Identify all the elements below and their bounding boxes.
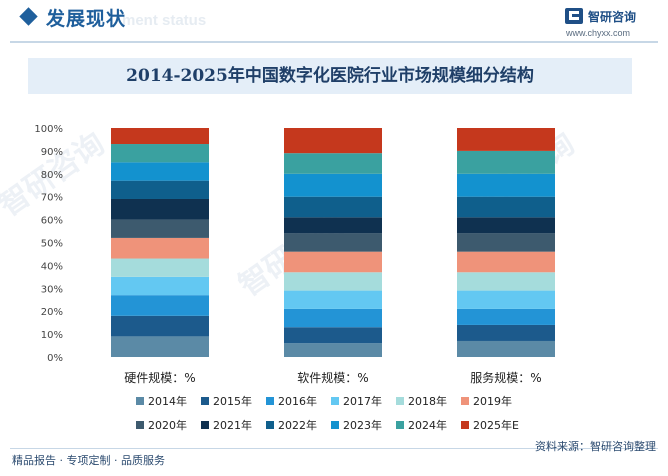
bar-segment [111, 295, 209, 316]
bar-segment [284, 173, 382, 197]
legend-label: 2025年E [473, 418, 519, 432]
bar-segment [457, 272, 555, 291]
legend-label: 2014年 [148, 394, 187, 408]
legend-swatch [396, 397, 404, 405]
bar-segment [457, 308, 555, 325]
legend-label: 2018年 [408, 394, 447, 408]
y-tick-label: 90% [41, 147, 63, 158]
legend-label: 2016年 [278, 394, 317, 408]
legend-swatch [136, 421, 144, 429]
bar-segment [111, 276, 209, 296]
section-title: 发展现状 [46, 8, 127, 30]
y-tick-label: 10% [41, 330, 63, 341]
bar-segment [457, 196, 555, 218]
legend-label: 2024年 [408, 418, 447, 432]
bar-segment [457, 340, 555, 357]
y-tick-label: 60% [41, 216, 63, 227]
footer-source: 资料来源：智研咨询整理 [535, 440, 656, 453]
footer-tagline: 精品报告 · 专项定制 · 品质服务 [12, 454, 165, 467]
bar-segment [284, 308, 382, 328]
page-header: ment status 发展现状 智研咨询 www.chyxx.com [0, 0, 668, 40]
brand-logo-icon [565, 8, 583, 24]
bar-segment [284, 272, 382, 291]
x-category-label: 硬件规模：% [124, 370, 195, 385]
bar-segment [457, 233, 555, 252]
section-subtitle: ment status [122, 12, 207, 29]
brand-url[interactable]: www.chyxx.com [566, 28, 631, 38]
legend-swatch [201, 421, 209, 429]
legend-swatch [461, 421, 469, 429]
bar-segment [457, 150, 555, 174]
bar-segment [457, 324, 555, 341]
bar-segment [284, 251, 382, 273]
bar-segment [457, 290, 555, 309]
bar-segment [111, 219, 209, 238]
y-tick-label: 100% [34, 124, 63, 135]
legend-label: 2015年 [213, 394, 252, 408]
legend-swatch [331, 421, 339, 429]
y-tick-label: 40% [41, 261, 63, 272]
bar-segment [111, 237, 209, 259]
header-divider [10, 41, 658, 43]
chart-title: 2014-2025年中国数字化医院行业市场规模细分结构 [126, 66, 534, 86]
bar-segment [284, 327, 382, 344]
bar-segment [111, 144, 209, 163]
bar-segment [457, 217, 555, 234]
bar-segment [457, 128, 555, 151]
chart-title-band [28, 58, 632, 94]
legend-swatch [266, 397, 274, 405]
bar-segment [111, 198, 209, 220]
y-tick-label: 0% [47, 353, 63, 364]
bar-segment [284, 290, 382, 309]
bar-segment [457, 251, 555, 273]
bar-segment [284, 153, 382, 174]
bar-segment [284, 128, 382, 154]
y-tick-label: 50% [41, 239, 63, 250]
brand-name: 智研咨询 [588, 10, 637, 24]
legend-swatch [396, 421, 404, 429]
legend-label: 2019年 [473, 394, 512, 408]
bar-segment [111, 180, 209, 199]
legend-swatch [461, 397, 469, 405]
y-tick-label: 30% [41, 284, 63, 295]
legend-label: 2022年 [278, 418, 317, 432]
bar-segment [457, 173, 555, 197]
bar-segment [111, 258, 209, 277]
legend-label: 2023年 [343, 418, 382, 432]
bar-segment [111, 128, 209, 145]
stacked-bar-chart: 0% 10% 20% 30% 40% 50% 60% 70% 80% 90% 100% 硬件规模：% 软… [34, 124, 555, 432]
bar-segment [111, 336, 209, 357]
legend-swatch [266, 421, 274, 429]
legend-swatch [136, 397, 144, 405]
bar-segment [111, 162, 209, 181]
y-tick-label: 80% [41, 170, 63, 181]
bar-segment [111, 315, 209, 337]
x-category-label: 服务规模：% [470, 370, 541, 385]
y-tick-label: 70% [41, 193, 63, 204]
legend-label: 2017年 [343, 394, 382, 408]
x-category-label: 软件规模：% [297, 370, 368, 385]
legend-swatch [201, 397, 209, 405]
legend-label: 2021年 [213, 418, 252, 432]
bar-segment [284, 217, 382, 234]
legend-swatch [331, 397, 339, 405]
bar-segment [284, 343, 382, 357]
legend-label: 2020年 [148, 418, 187, 432]
footer-divider [10, 448, 658, 449]
y-tick-label: 20% [41, 307, 63, 318]
bar-segment [284, 196, 382, 218]
bar-segment [284, 233, 382, 252]
